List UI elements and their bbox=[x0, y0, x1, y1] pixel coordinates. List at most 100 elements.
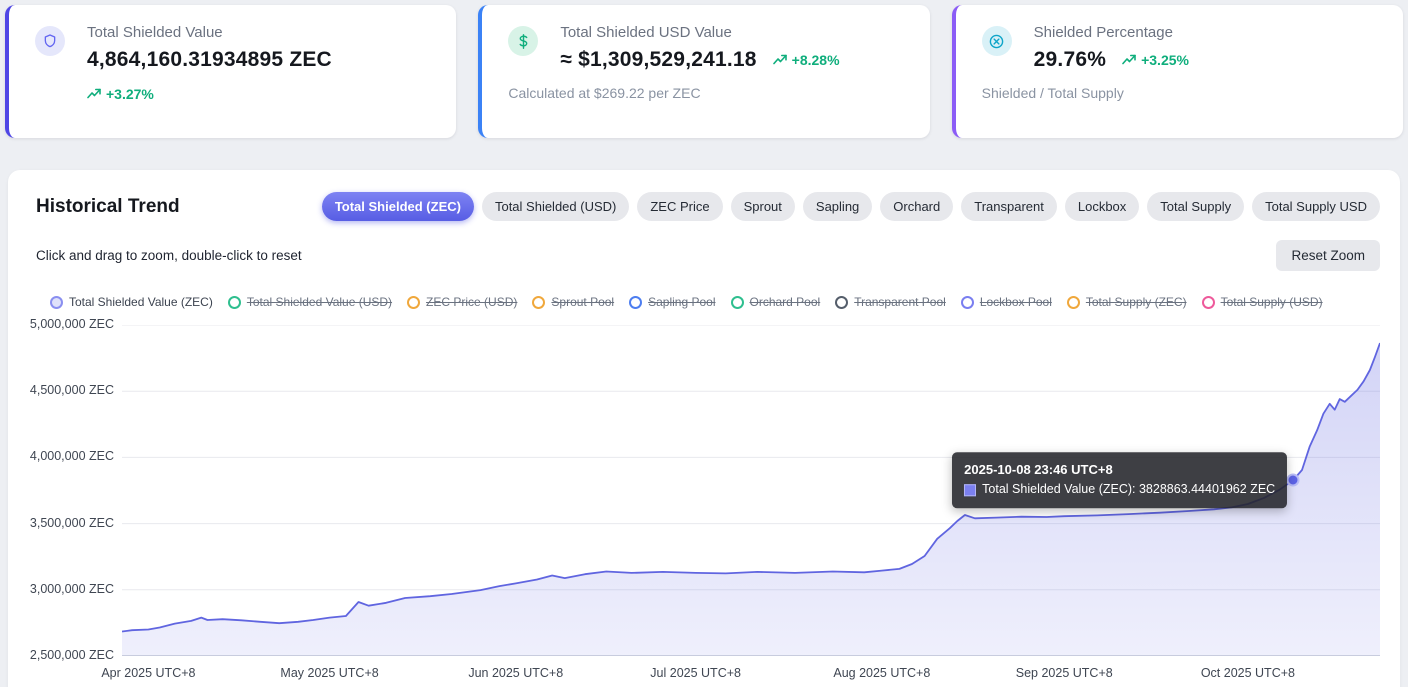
x-axis-label: Sep 2025 UTC+8 bbox=[1015, 666, 1113, 680]
card-change: +3.25% bbox=[1122, 52, 1189, 68]
legend-label: ZEC Price (USD) bbox=[426, 295, 518, 309]
tab-transparent[interactable]: Transparent bbox=[961, 192, 1057, 221]
legend-sprout-pool[interactable]: Sprout Pool bbox=[532, 295, 614, 309]
crossed-circle-icon bbox=[981, 26, 1012, 56]
shielded-percentage-card: Shielded Percentage 29.76% +3.25% Shielded … bbox=[951, 5, 1403, 138]
tab-total-supply[interactable]: Total Supply bbox=[1147, 192, 1245, 221]
x-axis-label: Aug 2025 UTC+8 bbox=[833, 666, 931, 680]
legend-label: Total Supply (ZEC) bbox=[1085, 295, 1187, 309]
card-value: 29.76% bbox=[1033, 48, 1107, 71]
y-axis-label: 3,500,000 ZEC bbox=[29, 515, 114, 530]
card-texts: Total Shielded Value 4,864,160.31934895 Z… bbox=[87, 24, 332, 72]
legend-zec-price-usd[interactable]: ZEC Price (USD) bbox=[407, 295, 517, 309]
tab-lockbox[interactable]: Lockbox bbox=[1064, 192, 1140, 221]
tab-orchard[interactable]: Orchard bbox=[880, 192, 954, 221]
trend-up-icon bbox=[87, 88, 101, 99]
historical-trend-panel: Historical Trend Total Shielded (ZEC) Tot… bbox=[8, 170, 1400, 687]
legend-label: Total Shielded Value (ZEC) bbox=[69, 295, 213, 309]
legend-label: Sprout Pool bbox=[551, 295, 615, 309]
legend-label: Orchard Pool bbox=[749, 295, 821, 309]
legend-swatch-icon bbox=[1066, 295, 1080, 309]
tab-sapling[interactable]: Sapling bbox=[802, 192, 873, 221]
legend-total-supply-zec[interactable]: Total Supply (ZEC) bbox=[1066, 295, 1187, 309]
chart-area[interactable]: 2,500,000 ZEC 3,000,000 ZEC 3,500,000 ZEC 4… bbox=[28, 317, 1380, 687]
legend-swatch-icon bbox=[532, 295, 546, 309]
series-tabs: Total Shielded (ZEC) Total Shielded (USD)… bbox=[321, 192, 1380, 221]
x-axis-label: May 2025 UTC+8 bbox=[280, 666, 379, 680]
y-axis-label: 2,500,000 ZEC bbox=[29, 648, 114, 662]
x-axis-label: Jul 2025 UTC+8 bbox=[650, 666, 741, 680]
tooltip-series-swatch-icon bbox=[964, 484, 977, 497]
legend-swatch-icon bbox=[227, 295, 241, 309]
tab-total-shielded-zec[interactable]: Total Shielded (ZEC) bbox=[321, 192, 474, 221]
legend-label: Lockbox Pool bbox=[979, 295, 1052, 309]
trend-up-icon bbox=[772, 54, 787, 65]
legend-total-supply-usd[interactable]: Total Supply (USD) bbox=[1201, 295, 1323, 309]
card-texts: Total Shielded USD Value ≈ $1,309,529,241… bbox=[560, 24, 839, 72]
x-axis-label: Jun 2025 UTC+8 bbox=[468, 666, 564, 680]
card-change: +8.28% bbox=[772, 52, 840, 68]
tooltip-row: Total Shielded Value (ZEC): 3828863.4440… bbox=[964, 480, 1275, 499]
card-value-row: ≈ $1,309,529,241.18 +8.28% bbox=[560, 48, 839, 72]
panel-title: Historical Trend bbox=[36, 195, 180, 217]
legend-swatch-icon bbox=[629, 295, 643, 309]
shield-icon bbox=[35, 26, 65, 56]
legend-swatch-icon bbox=[407, 295, 421, 309]
zoom-hint: Click and drag to zoom, double-click to … bbox=[36, 248, 302, 263]
y-axis-label: 3,000,000 ZEC bbox=[29, 581, 114, 596]
panel-header: Historical Trend Total Shielded (ZEC) Tot… bbox=[28, 192, 1380, 221]
legend-label: Total Shielded Value (USD) bbox=[246, 295, 393, 309]
legend-orchard-pool[interactable]: Orchard Pool bbox=[730, 295, 821, 309]
card-title: Total Shielded Value bbox=[87, 24, 223, 41]
card-value: ≈ $1,309,529,241.18 bbox=[560, 48, 757, 71]
card-main: Total Shielded USD Value ≈ $1,309,529,241… bbox=[508, 24, 907, 72]
legend-label: Total Supply (USD) bbox=[1220, 295, 1323, 309]
card-value: 4,864,160.31934895 ZEC bbox=[87, 48, 332, 71]
dollar-icon bbox=[508, 26, 539, 56]
legend-sapling-pool[interactable]: Sapling Pool bbox=[629, 295, 716, 309]
total-shielded-usd-card: Total Shielded USD Value ≈ $1,309,529,241… bbox=[478, 5, 930, 138]
card-main: Shielded Percentage 29.76% +3.25% bbox=[981, 24, 1381, 72]
tab-total-supply-usd[interactable]: Total Supply USD bbox=[1252, 192, 1380, 221]
legend-transparent-pool[interactable]: Transparent Pool bbox=[835, 295, 946, 309]
y-axis: 2,500,000 ZEC 3,000,000 ZEC 3,500,000 ZEC 4… bbox=[28, 317, 114, 662]
y-axis-label: 5,000,000 ZEC bbox=[29, 317, 114, 331]
legend-label: Sapling Pool bbox=[648, 295, 716, 309]
tab-zec-price[interactable]: ZEC Price bbox=[637, 192, 723, 221]
x-axis-label: Oct 2025 UTC+8 bbox=[1200, 666, 1295, 680]
legend-swatch-icon bbox=[50, 295, 63, 309]
card-title: Total Shielded USD Value bbox=[560, 24, 732, 41]
chart-tooltip: 2025-10-08 23:46 UTC+8 Total Shielded Va… bbox=[952, 452, 1288, 508]
tab-total-shielded-usd[interactable]: Total Shielded (USD) bbox=[481, 192, 630, 221]
tab-sprout[interactable]: Sprout bbox=[730, 192, 795, 221]
chart-legend: Total Shielded Value (ZEC) Total Shielded… bbox=[50, 295, 1380, 309]
legend-swatch-icon bbox=[730, 295, 744, 309]
card-change: +3.27% bbox=[87, 86, 154, 102]
legend-total-shielded-value-zec[interactable]: Total Shielded Value (ZEC) bbox=[50, 295, 213, 309]
chart-subheader: Click and drag to zoom, double-click to … bbox=[28, 240, 1380, 271]
card-subtitle: Shielded / Total Supply bbox=[981, 85, 1124, 101]
trend-up-icon bbox=[1122, 54, 1136, 65]
y-axis-label: 4,500,000 ZEC bbox=[29, 383, 114, 398]
card-value-row: 4,864,160.31934895 ZEC bbox=[87, 48, 332, 72]
legend-total-shielded-value-usd[interactable]: Total Shielded Value (USD) bbox=[227, 295, 393, 309]
chart-marker-dot bbox=[1286, 473, 1300, 487]
legend-swatch-icon bbox=[1201, 295, 1215, 309]
y-axis-label: 4,000,000 ZEC bbox=[29, 449, 114, 464]
legend-lockbox-pool[interactable]: Lockbox Pool bbox=[960, 295, 1052, 309]
card-texts: Shielded Percentage 29.76% +3.25% bbox=[1034, 24, 1189, 72]
card-subtitle: Calculated at $269.22 per ZEC bbox=[508, 85, 701, 101]
card-main: Total Shielded Value 4,864,160.31934895 Z… bbox=[35, 24, 434, 72]
tooltip-timestamp: 2025-10-08 23:46 UTC+8 bbox=[964, 462, 1113, 478]
tooltip-series-value: Total Shielded Value (ZEC): 3828863.4440… bbox=[982, 482, 1276, 497]
legend-swatch-icon bbox=[835, 295, 849, 309]
x-axis-label: Apr 2025 UTC+8 bbox=[101, 666, 196, 680]
total-shielded-value-card: Total Shielded Value 4,864,160.31934895 Z… bbox=[5, 5, 457, 138]
reset-zoom-button[interactable]: Reset Zoom bbox=[1276, 240, 1380, 271]
stat-cards: Total Shielded Value 4,864,160.31934895 Z… bbox=[0, 0, 1408, 138]
card-value-row: 29.76% +3.25% bbox=[1034, 48, 1189, 72]
legend-label: Transparent Pool bbox=[854, 295, 946, 309]
legend-swatch-icon bbox=[960, 295, 974, 309]
card-title: Shielded Percentage bbox=[1033, 24, 1173, 41]
